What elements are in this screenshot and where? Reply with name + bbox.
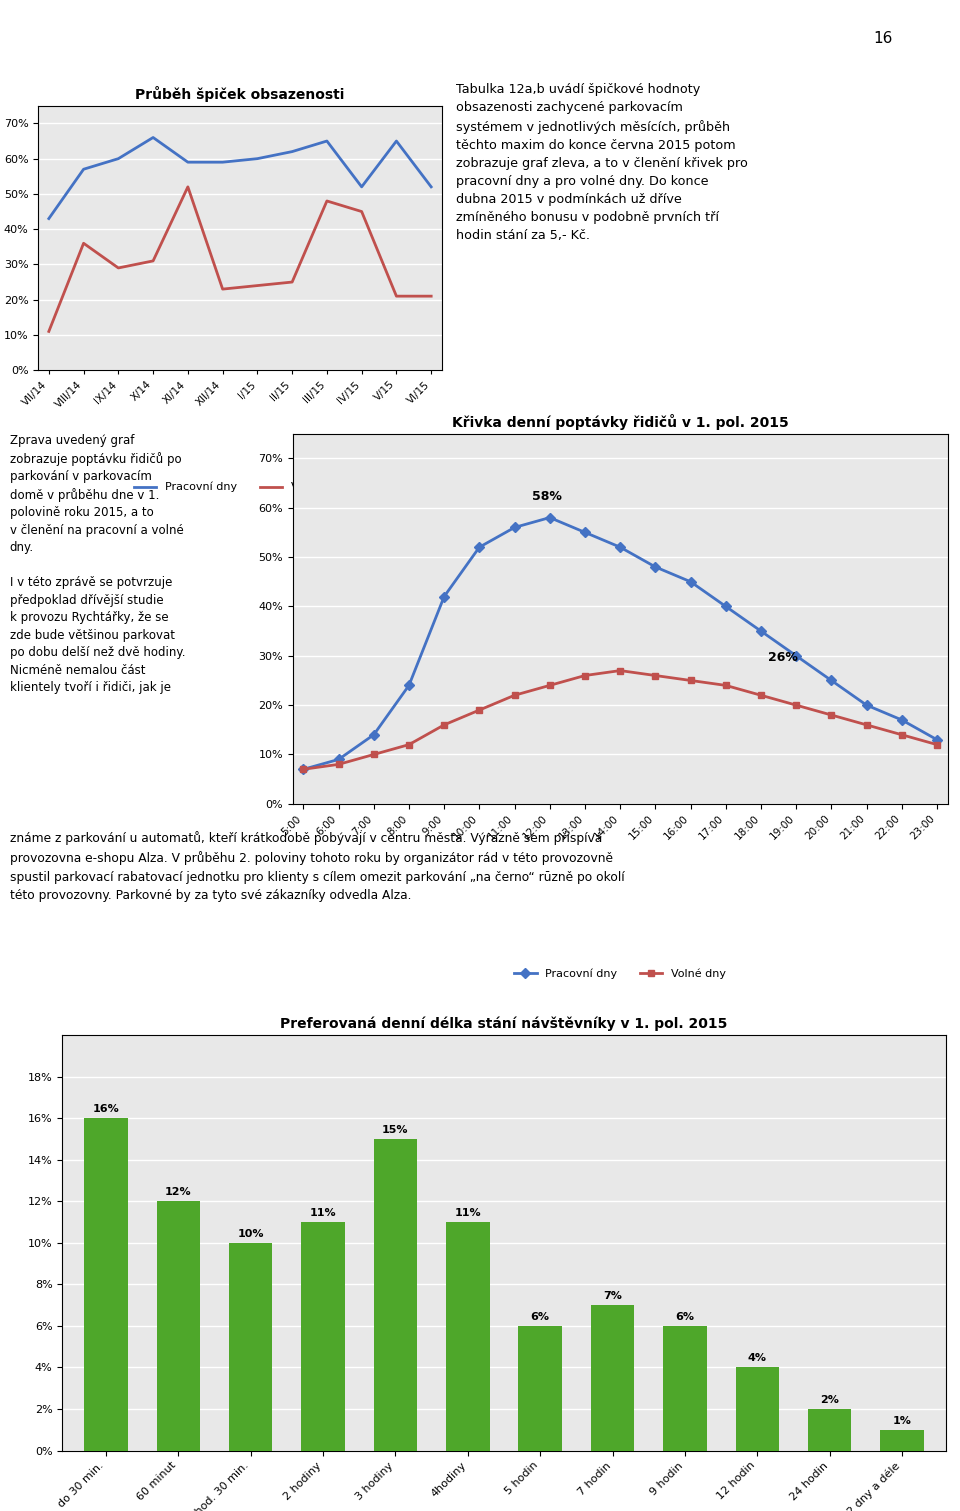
Text: 12%: 12%: [165, 1188, 192, 1197]
Bar: [518, 1327, 562, 1451]
Bar: [156, 1201, 200, 1451]
Legend: Pracovní dny, Volné dny: Pracovní dny, Volné dny: [510, 964, 731, 984]
Bar: [590, 1306, 635, 1451]
Bar: [808, 1408, 852, 1451]
Bar: [301, 1222, 345, 1451]
Text: 11%: 11%: [310, 1207, 336, 1218]
Bar: [663, 1327, 707, 1451]
Bar: [446, 1222, 490, 1451]
Title: Preferovaná denní délka stání návštěvníky v 1. pol. 2015: Preferovaná denní délka stání návštěvník…: [280, 1017, 728, 1031]
Bar: [84, 1118, 128, 1451]
Title: Průběh špiček obsazenosti: Průběh špiček obsazenosti: [135, 86, 345, 101]
Text: známe z parkování u automatů, kteří krátkodobě pobývají v centru města. Výrazně : známe z parkování u automatů, kteří krát…: [10, 831, 624, 902]
Text: 2%: 2%: [821, 1395, 839, 1405]
Text: 26%: 26%: [768, 651, 798, 663]
Text: 11%: 11%: [454, 1207, 481, 1218]
Bar: [880, 1429, 924, 1451]
Legend: Pracovní dny, Volné dny: Pracovní dny, Volné dny: [130, 477, 350, 497]
Bar: [735, 1367, 780, 1451]
Text: 6%: 6%: [676, 1312, 694, 1322]
Text: 16%: 16%: [92, 1105, 119, 1114]
Text: 4%: 4%: [748, 1354, 767, 1363]
Bar: [228, 1242, 273, 1451]
Text: 1%: 1%: [893, 1416, 912, 1426]
Text: 15%: 15%: [382, 1124, 409, 1135]
Text: Tabulka 12a,b uvádí špičkové hodnoty
obsazenosti zachycené parkovacím
systémem v: Tabulka 12a,b uvádí špičkové hodnoty obs…: [456, 83, 748, 242]
Text: 16: 16: [874, 32, 893, 45]
Text: Zprava uvedený graf
zobrazuje poptávku řidičů po
parkování v parkovacím
domě v p: Zprava uvedený graf zobrazuje poptávku ř…: [10, 434, 185, 695]
Text: 6%: 6%: [531, 1312, 550, 1322]
Bar: [373, 1139, 418, 1451]
Text: 7%: 7%: [603, 1290, 622, 1301]
Text: 10%: 10%: [237, 1228, 264, 1239]
Text: 58%: 58%: [532, 490, 562, 503]
Title: Křivka denní poptávky řidičů v 1. pol. 2015: Křivka denní poptávky řidičů v 1. pol. 2…: [452, 414, 788, 429]
